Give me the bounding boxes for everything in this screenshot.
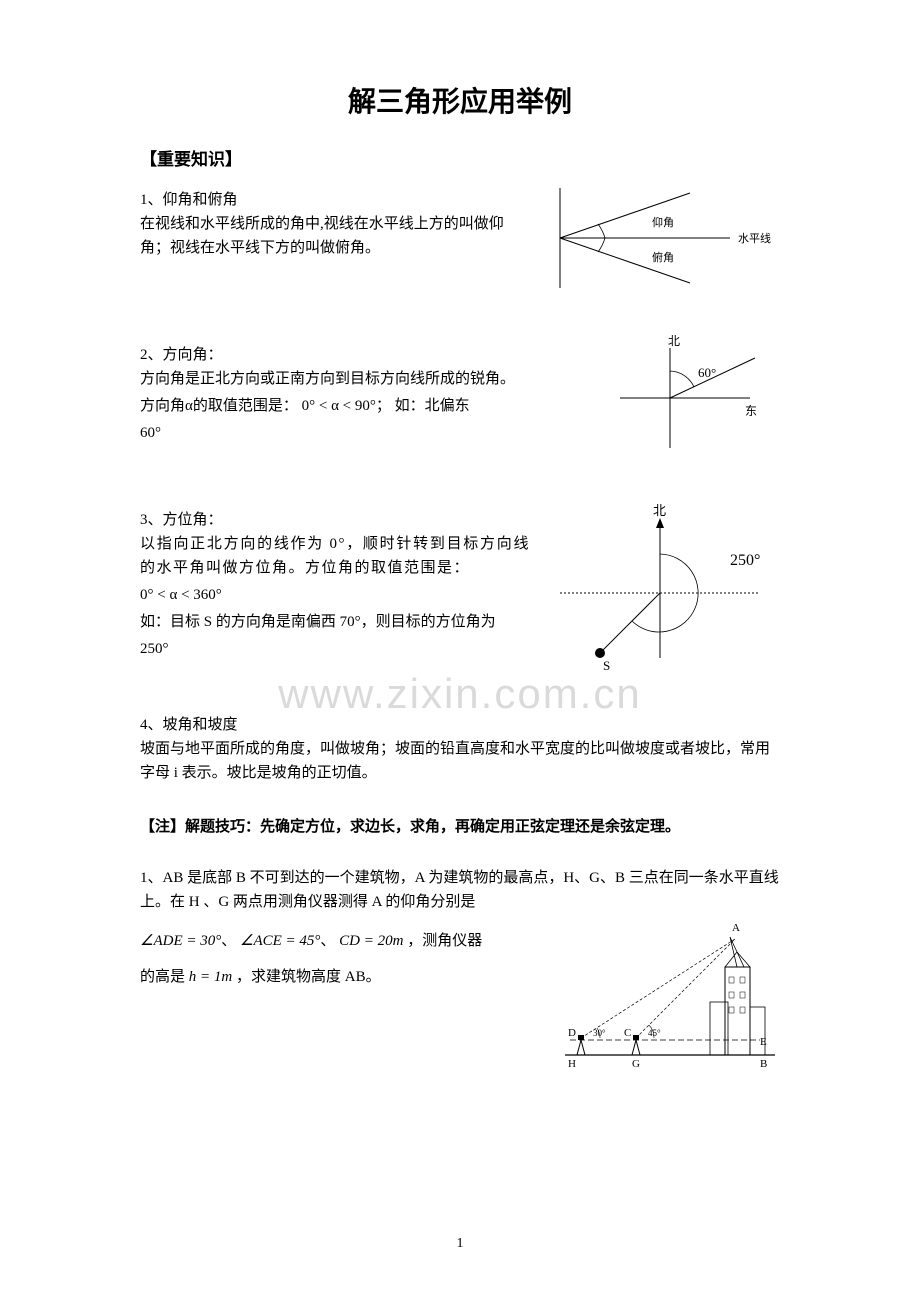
solving-note: 【注】解题技巧：先确定方位，求边长，求角，再确定用正弦定理还是余弦定理。 <box>140 815 780 841</box>
point-s-label: S <box>603 658 610 673</box>
section1-text: 在视线和水平线所成的角中,视线在水平线上方的叫做仰角；视线在水平线下方的叫做俯角… <box>140 212 530 260</box>
section3-line1: 以指向正北方向的线作为 0°，顺时针转到目标方向线的水平角叫做方位角。方位角的取… <box>140 532 530 580</box>
problem1-line2: ∠ADE = 30°、 ∠ACE = 45°、 CD = 20m ，测角仪器 <box>140 929 540 953</box>
section3-heading: 3、方位角： <box>140 508 530 529</box>
section-2: 2、方向角： 方向角是正北方向或正南方向到目标方向线所成的锐角。 方向角α的取值… <box>140 333 780 468</box>
section2-line3: 60° <box>140 421 580 445</box>
section2-line1: 方向角是正北方向或正南方向到目标方向线所成的锐角。 <box>140 367 580 391</box>
problem1-line3: 的高是 h = 1m ，求建筑物高度 AB。 <box>140 965 540 989</box>
problem-1: 1、AB 是底部 B 不可到达的一个建筑物，A 为建筑物的最高点，H、G、B 三… <box>140 866 780 1082</box>
section1-heading: 1、仰角和俯角 <box>140 188 530 209</box>
east-label: 东 <box>745 404 757 418</box>
section-1: 1、仰角和俯角 在视线和水平线所成的角中,视线在水平线上方的叫做仰角；视线在水平… <box>140 178 780 303</box>
pt-a: A <box>732 922 740 934</box>
page-number: 1 <box>0 1236 920 1252</box>
cd-length: CD = 20m <box>339 933 403 949</box>
depression-label: 俯角 <box>652 250 674 264</box>
azimuth-diagram: 北 250° S <box>550 498 780 683</box>
problem1-line1: 1、AB 是底部 B 不可到达的一个建筑物，A 为建筑物的最高点，H、G、B 三… <box>140 866 780 914</box>
section-3: 3、方位角： 以指向正北方向的线作为 0°，顺时针转到目标方向线的水平角叫做方位… <box>140 498 780 683</box>
pt-c: C <box>624 1027 631 1039</box>
pt-h: H <box>568 1058 576 1070</box>
building-diagram: A D C E H G B 30° 45° <box>560 917 780 1082</box>
ang-45: 45° <box>648 1028 661 1038</box>
main-section-heading: 【重要知识】 <box>140 145 780 170</box>
direction-angle-diagram: 北 东 60° <box>600 333 780 468</box>
angle-ace: ∠ACE = 45° <box>240 933 320 949</box>
ang-30: 30° <box>593 1028 606 1038</box>
angle-ade: ∠ADE = 30° <box>140 933 221 949</box>
section4-text: 坡面与地平面所成的角度，叫做坡角；坡面的铅直高度和水平宽度的比叫做坡度或者坡比，… <box>140 737 780 785</box>
pt-e: E <box>760 1036 767 1048</box>
angle250-label: 250° <box>730 552 760 569</box>
pt-g: G <box>632 1058 640 1070</box>
section3-line3: 如：目标 S 的方向角是南偏西 70°，则目标的方位角为 <box>140 610 530 634</box>
section2-heading: 2、方向角： <box>140 343 580 364</box>
section3-line4: 250° <box>140 637 530 661</box>
elevation-depression-diagram: 仰角 俯角 水平线 <box>550 178 780 303</box>
pt-d: D <box>568 1027 576 1039</box>
section3-line2: 0° < α < 360° <box>140 583 530 607</box>
section-4: 4、坡角和坡度 坡面与地平面所成的角度，叫做坡角；坡面的铅直高度和水平宽度的比叫… <box>140 713 780 785</box>
section2-line2: 方向角α的取值范围是： 0° < α < 90°； 如：北偏东 <box>140 394 580 418</box>
section4-heading: 4、坡角和坡度 <box>140 713 780 734</box>
angle60-label: 60° <box>698 365 716 380</box>
page-title: 解三角形应用举例 <box>140 80 780 120</box>
north-label: 北 <box>668 334 680 348</box>
pt-b: B <box>760 1058 767 1070</box>
north-label-3: 北 <box>653 503 666 518</box>
elevation-label: 仰角 <box>652 215 674 229</box>
height-h: h = 1m <box>189 969 232 985</box>
horizontal-label: 水平线 <box>738 231 771 245</box>
